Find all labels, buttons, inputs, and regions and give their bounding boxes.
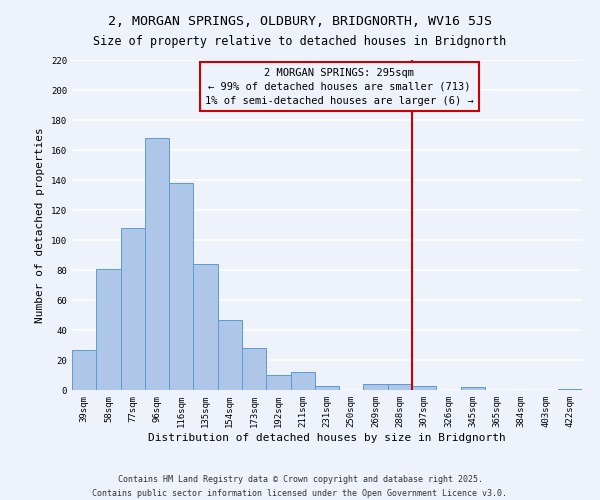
Bar xyxy=(290,372,315,390)
Bar xyxy=(218,320,242,390)
Bar xyxy=(96,268,121,390)
Y-axis label: Number of detached properties: Number of detached properties xyxy=(35,127,46,323)
X-axis label: Distribution of detached houses by size in Bridgnorth: Distribution of detached houses by size … xyxy=(148,432,506,442)
Bar xyxy=(558,388,582,390)
Bar xyxy=(193,264,218,390)
Text: Contains HM Land Registry data © Crown copyright and database right 2025.
Contai: Contains HM Land Registry data © Crown c… xyxy=(92,476,508,498)
Text: Size of property relative to detached houses in Bridgnorth: Size of property relative to detached ho… xyxy=(94,35,506,48)
Bar xyxy=(72,350,96,390)
Bar xyxy=(121,228,145,390)
Bar xyxy=(145,138,169,390)
Bar xyxy=(315,386,339,390)
Bar xyxy=(169,183,193,390)
Bar xyxy=(412,386,436,390)
Text: 2, MORGAN SPRINGS, OLDBURY, BRIDGNORTH, WV16 5JS: 2, MORGAN SPRINGS, OLDBURY, BRIDGNORTH, … xyxy=(108,15,492,28)
Bar xyxy=(388,384,412,390)
Text: 2 MORGAN SPRINGS: 295sqm
← 99% of detached houses are smaller (713)
1% of semi-d: 2 MORGAN SPRINGS: 295sqm ← 99% of detach… xyxy=(205,68,473,106)
Bar xyxy=(266,375,290,390)
Bar xyxy=(364,384,388,390)
Bar xyxy=(242,348,266,390)
Bar xyxy=(461,387,485,390)
